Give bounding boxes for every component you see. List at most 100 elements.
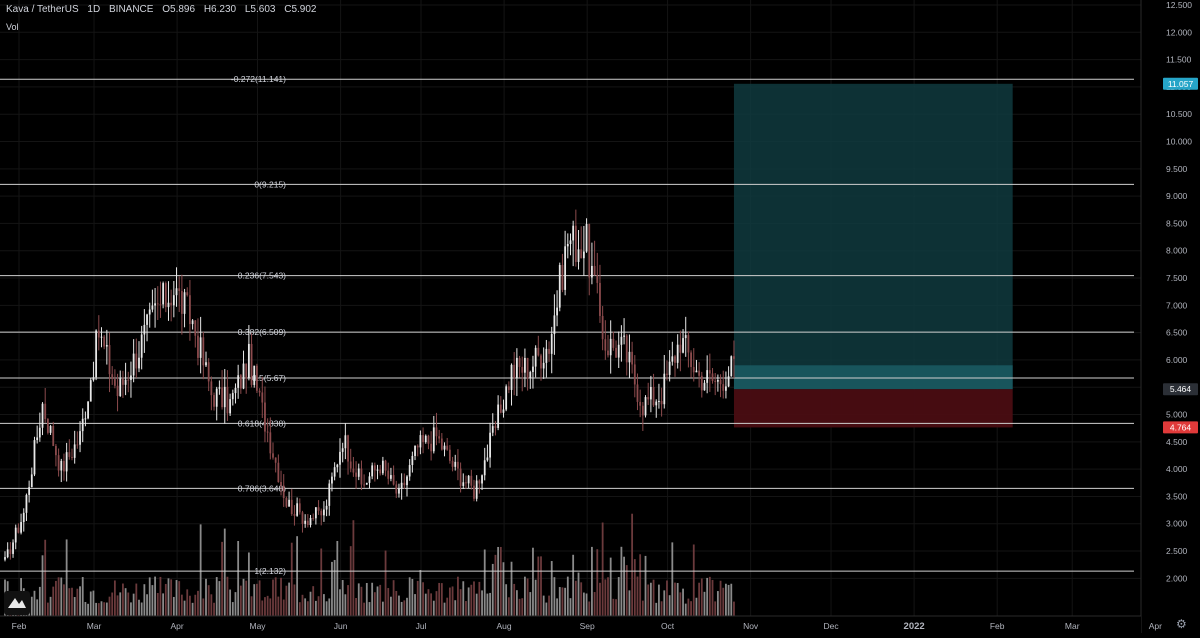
candle-body	[298, 503, 301, 513]
symbol-name[interactable]: Kava / TetherUS	[6, 4, 79, 15]
candle-body	[617, 344, 620, 358]
time-tick-label: Nov	[743, 621, 759, 631]
volume-bar	[239, 585, 242, 616]
candle-body	[687, 335, 690, 353]
volume-bar	[467, 587, 470, 616]
candle-body	[242, 363, 245, 389]
candle-body	[119, 378, 122, 396]
price-axis[interactable]: 12.50012.00011.50011.00010.50010.0009.50…	[1140, 0, 1200, 633]
volume-bar	[505, 584, 508, 616]
candle-body	[127, 379, 130, 381]
time-tick-label: Aug	[497, 621, 512, 631]
volume-bar	[73, 597, 76, 616]
candle-body	[197, 335, 199, 358]
candle-body	[57, 455, 60, 471]
volume-bar	[714, 601, 717, 616]
candle-body	[223, 386, 226, 408]
volume-bar	[727, 584, 730, 616]
volume-bar	[674, 582, 676, 616]
volume-bar	[138, 599, 140, 616]
volume-bar	[588, 601, 591, 616]
volume-bar	[719, 580, 722, 616]
volume-bar	[671, 542, 674, 616]
candle-body	[507, 386, 510, 390]
volume-bar	[191, 602, 194, 616]
take-profit-zone[interactable]	[733, 83, 1013, 390]
volume-bar	[682, 588, 684, 616]
candle-body	[494, 426, 497, 428]
candle-body	[430, 443, 433, 452]
volume-bar	[470, 584, 473, 616]
volume-bar	[419, 570, 422, 616]
fibonacci-retracement[interactable]: -0.272(11.141) 0(9.215) 0.236(7.543) 0.382(…	[0, 74, 1134, 576]
candle-body	[574, 225, 577, 262]
interval-label[interactable]: 1D	[87, 4, 101, 15]
volume-bar	[368, 602, 371, 616]
candle-body	[489, 432, 491, 458]
volume-bar	[229, 589, 232, 616]
candle-body	[60, 460, 63, 471]
candle-body	[135, 353, 138, 369]
volume-bar	[293, 584, 296, 616]
volume-bar	[199, 524, 202, 616]
volume-bar	[564, 587, 567, 616]
volume-bar	[355, 597, 357, 616]
volume-indicator-label[interactable]: Vol	[6, 22, 19, 32]
candle-body	[317, 507, 320, 511]
volume-bar	[339, 589, 341, 616]
candle-body	[398, 488, 400, 494]
volume-bar	[448, 587, 451, 616]
candle-body	[692, 367, 695, 373]
candle-body	[314, 507, 317, 519]
gear-icon[interactable]: ⚙	[1176, 617, 1187, 631]
volume-bar	[636, 576, 639, 616]
price-badge-label: 4.764	[1170, 422, 1192, 432]
volume-bar	[290, 542, 293, 616]
volume-bar	[119, 592, 122, 616]
candle-body	[178, 288, 181, 292]
candle-body	[408, 465, 411, 477]
price-tick-label: 8.500	[1166, 218, 1188, 228]
volume-bar	[658, 584, 660, 616]
candle-body	[111, 374, 114, 380]
volume-bar	[242, 578, 245, 616]
volume-bar	[231, 602, 234, 616]
candle-body	[71, 456, 73, 458]
price-tick-label: 9.500	[1166, 164, 1188, 174]
volume-bar	[172, 596, 175, 616]
candle-body	[532, 366, 534, 373]
volume-bar	[524, 576, 526, 616]
volume-bar	[620, 546, 623, 616]
long-position-tool[interactable]	[733, 83, 1013, 428]
tradingview-logo-icon[interactable]	[4, 591, 30, 615]
candle-body	[22, 512, 25, 523]
candle-body	[550, 334, 553, 354]
candle-body	[247, 343, 250, 379]
volume-bar	[585, 593, 588, 616]
volume-bar	[494, 554, 497, 616]
volume-bar	[617, 577, 620, 616]
volume-bar	[269, 598, 272, 616]
candle-body	[553, 315, 556, 335]
candle-body	[695, 370, 698, 373]
candle-body	[593, 265, 596, 276]
price-tick-label: 4.000	[1166, 464, 1188, 474]
candle-body	[649, 386, 652, 400]
volume-bar	[687, 598, 690, 616]
candle-body	[87, 401, 89, 419]
volume-bar	[376, 586, 379, 616]
volume-bar	[580, 582, 583, 616]
stop-loss-zone[interactable]	[733, 389, 1013, 428]
candle-body	[475, 480, 478, 499]
volume-bar	[700, 578, 703, 616]
candle-body	[582, 251, 585, 259]
candle-body	[556, 307, 558, 316]
time-axis[interactable]: Feb Mar Apr May Jun Jul Aug Sep Oct Nov Dec 2022 Feb…	[0, 615, 1162, 633]
volume-bar	[703, 591, 706, 616]
volume-bar	[363, 602, 366, 616]
candle-body	[572, 225, 575, 241]
volume-bar	[234, 592, 237, 616]
volume-bar	[663, 590, 666, 616]
